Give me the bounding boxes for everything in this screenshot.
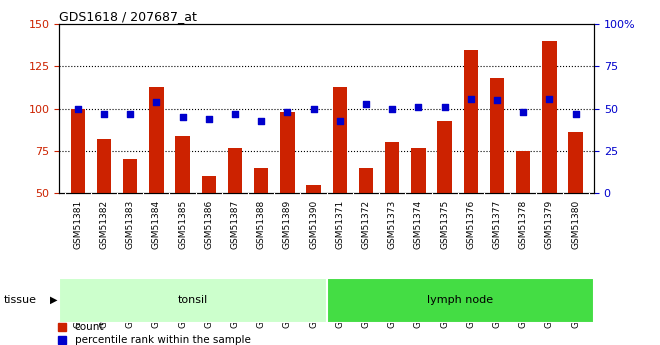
Bar [280, 112, 294, 278]
Bar [359, 168, 373, 278]
Bar [516, 151, 531, 278]
Bar [149, 87, 164, 278]
Text: GSM51371: GSM51371 [335, 200, 345, 249]
Text: GSM51390: GSM51390 [309, 200, 318, 249]
Point [73, 106, 83, 111]
Point [230, 111, 240, 117]
Legend: count, percentile rank within the sample: count, percentile rank within the sample [58, 322, 251, 345]
Text: GSM51381: GSM51381 [73, 200, 82, 249]
Point [125, 111, 135, 117]
Text: GSM51386: GSM51386 [205, 200, 213, 249]
Point [361, 101, 372, 106]
Text: GSM51375: GSM51375 [440, 200, 449, 249]
Bar [438, 120, 452, 278]
Bar [543, 41, 556, 278]
Point [282, 109, 292, 115]
Text: GSM51373: GSM51373 [387, 200, 397, 249]
Bar [385, 142, 399, 278]
Point [518, 109, 529, 115]
Bar [254, 168, 269, 278]
Text: GSM51372: GSM51372 [362, 200, 370, 249]
Text: GSM51376: GSM51376 [467, 200, 475, 249]
Text: GSM51377: GSM51377 [492, 200, 502, 249]
Text: GSM51383: GSM51383 [125, 200, 135, 249]
Point [413, 104, 424, 110]
Point [99, 111, 110, 117]
Point [308, 106, 319, 111]
Point [440, 104, 450, 110]
Point [387, 106, 397, 111]
Text: GSM51378: GSM51378 [519, 200, 528, 249]
Text: tissue: tissue [3, 295, 36, 305]
Text: GSM51385: GSM51385 [178, 200, 187, 249]
Point [203, 116, 214, 121]
Bar [228, 148, 242, 278]
Bar [176, 136, 190, 278]
Text: GSM51374: GSM51374 [414, 200, 423, 249]
Text: ▶: ▶ [50, 295, 57, 305]
Point [492, 97, 502, 103]
Text: tonsil: tonsil [178, 295, 208, 305]
Bar [463, 49, 478, 278]
Bar [97, 139, 111, 278]
Text: GSM51382: GSM51382 [100, 200, 108, 249]
Bar [123, 159, 137, 278]
Text: GSM51379: GSM51379 [545, 200, 554, 249]
Bar [490, 78, 504, 278]
Text: GSM51380: GSM51380 [571, 200, 580, 249]
Bar [201, 176, 216, 278]
Point [465, 96, 476, 101]
Point [178, 114, 188, 120]
Point [335, 118, 345, 123]
Bar [71, 109, 85, 278]
Bar [59, 278, 327, 323]
Text: GDS1618 / 207687_at: GDS1618 / 207687_at [59, 10, 197, 23]
Point [151, 99, 162, 105]
Text: GSM51388: GSM51388 [257, 200, 266, 249]
Bar [333, 87, 347, 278]
Point [544, 96, 554, 101]
Bar [327, 278, 594, 323]
Point [570, 111, 581, 117]
Point [256, 118, 267, 123]
Text: GSM51389: GSM51389 [283, 200, 292, 249]
Text: GSM51384: GSM51384 [152, 200, 161, 249]
Bar [306, 185, 321, 278]
Text: GSM51387: GSM51387 [230, 200, 240, 249]
Bar [568, 132, 583, 278]
Text: lymph node: lymph node [427, 295, 494, 305]
Bar [411, 148, 426, 278]
